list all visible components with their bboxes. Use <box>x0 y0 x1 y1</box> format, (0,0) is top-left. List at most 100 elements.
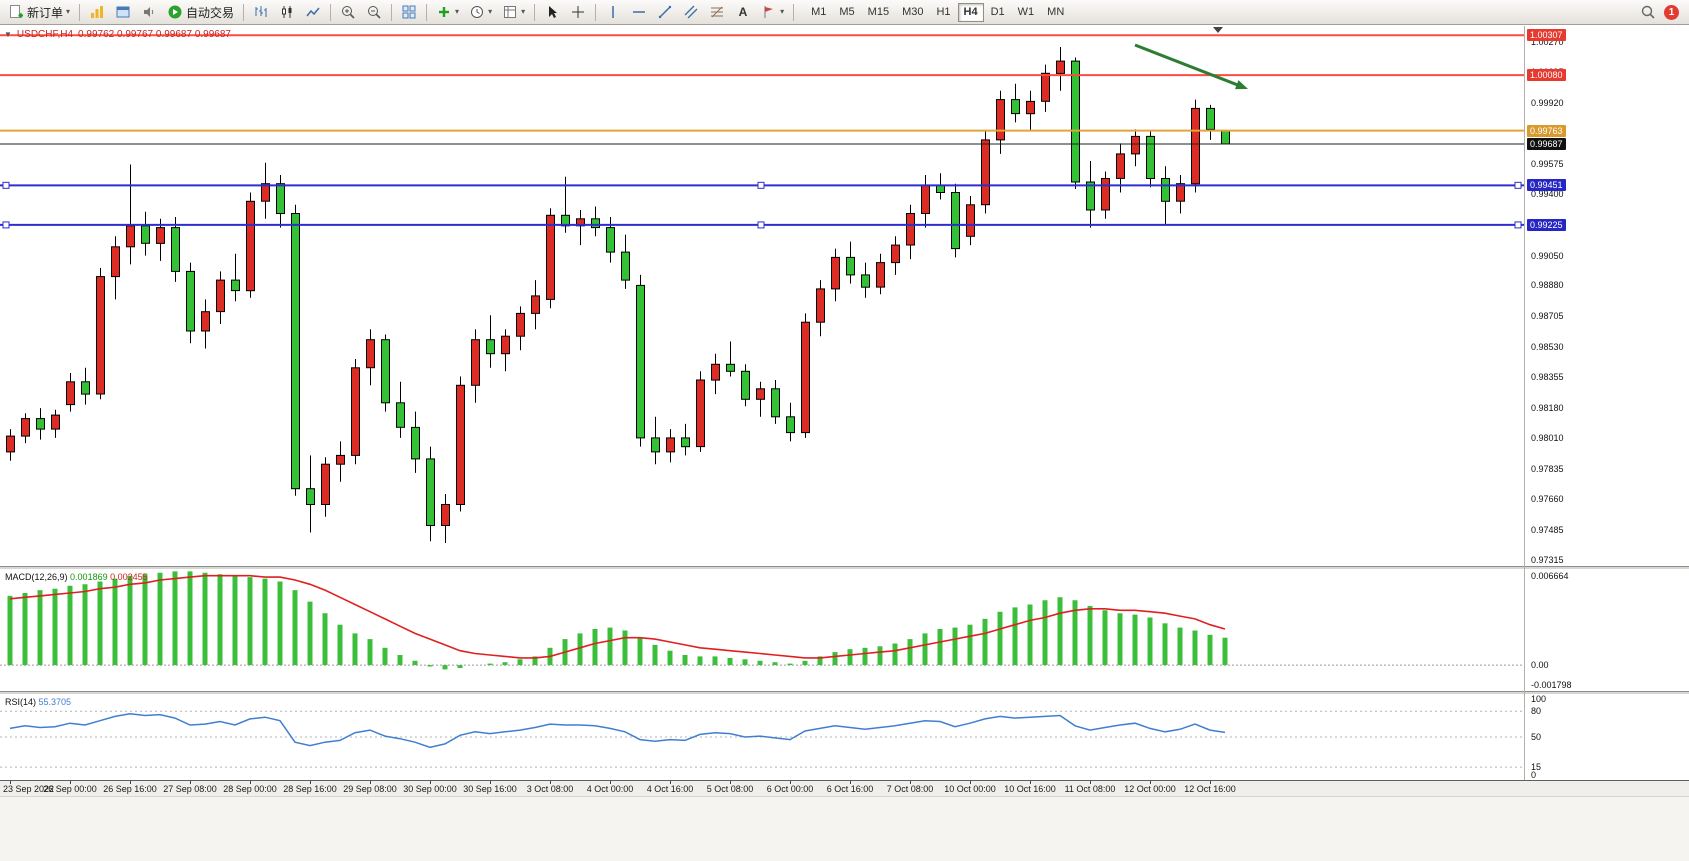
templates-button[interactable]: ▾ <box>498 2 529 23</box>
time-label: 6 Oct 16:00 <box>826 784 874 794</box>
time-label: 28 Sep 00:00 <box>223 784 277 794</box>
toolbar-separator <box>391 3 393 21</box>
time-tick <box>1210 781 1211 784</box>
notification-badge[interactable]: 1 <box>1664 4 1679 20</box>
price-axis-label: 1.00270 <box>1531 36 1564 47</box>
panel-separator[interactable] <box>0 566 1689 569</box>
vertical-line-tool-button[interactable] <box>601 2 625 23</box>
cursor-tool-button[interactable] <box>540 2 564 23</box>
time-label: 27 Sep 08:00 <box>163 784 217 794</box>
tile-windows-button[interactable] <box>397 2 421 23</box>
toolbar-separator <box>79 3 81 21</box>
time-tick <box>610 781 611 784</box>
rsi-panel-canvas[interactable] <box>0 694 1524 780</box>
timeframe-w1[interactable]: W1 <box>1012 3 1041 22</box>
time-tick <box>310 781 311 784</box>
channel-tool-button[interactable] <box>679 2 703 23</box>
price-axis-label: 0.97485 <box>1531 524 1564 535</box>
time-label: 4 Oct 16:00 <box>646 784 694 794</box>
time-tick <box>670 781 671 784</box>
chart-shift-marker[interactable] <box>1213 27 1223 33</box>
price-axis-label: 0.99400 <box>1531 189 1564 200</box>
macd-panel-canvas[interactable] <box>0 569 1524 691</box>
price-axis-label: 0.98355 <box>1531 372 1564 383</box>
indicators-button[interactable]: ▾ <box>432 2 463 23</box>
arrows-tool-button[interactable]: ▾ <box>757 2 788 23</box>
zoom-in-button[interactable] <box>336 2 360 23</box>
time-tick <box>70 781 71 784</box>
time-tick <box>790 781 791 784</box>
periods-button[interactable]: ▾ <box>465 2 496 23</box>
price-axis-label: 0.98010 <box>1531 432 1564 443</box>
charts-button[interactable] <box>85 2 109 23</box>
time-label: 26 Sep 00:00 <box>43 784 97 794</box>
toolbar-separator <box>534 3 536 21</box>
hline-0.99225[interactable] <box>0 221 1524 229</box>
trendline-tool-button[interactable] <box>653 2 677 23</box>
line-chart-mode-button[interactable] <box>301 2 325 23</box>
alerts-button[interactable] <box>137 2 161 23</box>
terminal-collapsed-area <box>0 796 1689 861</box>
template-grid-icon <box>504 6 517 18</box>
timeframe-h1[interactable]: H1 <box>930 3 956 22</box>
zoom-out-button[interactable] <box>362 2 386 23</box>
toolbar-separator <box>595 3 597 21</box>
rsi-axis-label: 80 <box>1531 706 1542 717</box>
timeframe-m1[interactable]: M1 <box>805 3 832 22</box>
price-axis-label: 0.97660 <box>1531 494 1564 505</box>
hline-0.99451[interactable] <box>0 181 1524 189</box>
price-axis[interactable]: 1.002701.000950.999200.997450.995750.994… <box>1525 26 1689 566</box>
macd-axis-label: 0.00 <box>1531 660 1549 671</box>
timeframe-m15[interactable]: M15 <box>862 3 895 22</box>
candles <box>6 47 1230 543</box>
candlestick-mode-button[interactable] <box>275 2 299 23</box>
chart-dropdown-icon[interactable]: ▼ <box>4 29 12 39</box>
bar-chart-mode-button[interactable] <box>249 2 273 23</box>
time-tick <box>370 781 371 784</box>
timeframe-mn[interactable]: MN <box>1041 3 1070 22</box>
price-axis-label: 0.99050 <box>1531 250 1564 261</box>
ohlc-bars-icon <box>255 6 267 17</box>
horizontal-line-tool-button[interactable] <box>627 2 651 23</box>
timeframe-d1[interactable]: D1 <box>985 3 1011 22</box>
trend-arrow-annotation[interactable] <box>1134 43 1248 90</box>
time-label: 29 Sep 08:00 <box>343 784 397 794</box>
search-button[interactable] <box>1636 2 1660 23</box>
main-chart-canvas[interactable] <box>0 26 1524 566</box>
channel-icon <box>684 5 698 19</box>
time-axis[interactable]: 23 Sep 2022 26 Sep 00:00 26 Sep 16:00 27 Se… <box>0 780 1689 796</box>
rsi-axis-label: 50 <box>1531 732 1542 742</box>
new-order-label: 新订单 <box>27 5 64 20</box>
zoom-in-icon <box>342 6 355 19</box>
fibonacci-icon <box>711 6 724 18</box>
rsi-label: RSI(14) 55.3705 <box>5 697 71 707</box>
timeframe-m5[interactable]: M5 <box>833 3 860 22</box>
chevron-down-icon: ▾ <box>488 7 493 16</box>
timeframe-h4[interactable]: H4 <box>957 2 984 22</box>
price-flag: 1.00080 <box>1527 69 1566 82</box>
toolbar-separator <box>793 3 795 21</box>
chevron-down-icon: ▾ <box>521 7 526 16</box>
profiles-button[interactable] <box>111 2 135 23</box>
auto-trading-play-icon <box>168 5 182 19</box>
time-tick <box>190 781 191 784</box>
panel-separator[interactable] <box>0 691 1689 694</box>
clock-icon <box>471 6 484 18</box>
macd-label: MACD(12,26,9) 0.001869 0.002455 <box>5 572 148 582</box>
fibonacci-tool-button[interactable] <box>705 2 729 23</box>
auto-trading-button[interactable]: 自动交易 <box>163 2 238 23</box>
candlestick-icon <box>282 6 292 18</box>
crosshair-tool-button[interactable] <box>566 2 590 23</box>
speaker-icon <box>144 7 154 17</box>
macd-signal-line <box>9 574 1226 659</box>
new-order-button[interactable]: 新订单 ▾ <box>4 2 74 23</box>
time-tick <box>490 781 491 784</box>
time-tick <box>430 781 431 784</box>
time-label: 12 Oct 00:00 <box>1124 784 1176 794</box>
text-tool-button[interactable]: A <box>731 2 755 23</box>
price-axis-label: 0.97315 <box>1531 554 1564 565</box>
time-label: 23 Sep 2022 <box>3 784 55 794</box>
timeframe-m30[interactable]: M30 <box>896 3 929 22</box>
price-axis-label: 0.98530 <box>1531 341 1564 352</box>
